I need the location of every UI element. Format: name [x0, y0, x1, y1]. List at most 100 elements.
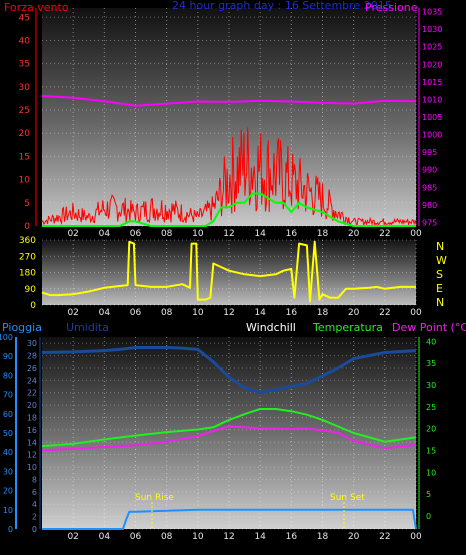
rain-tick-label: 10: [3, 506, 13, 515]
pressure-tick-label: 1020: [422, 60, 442, 69]
direction-tick-label: 90: [25, 285, 37, 295]
x-tick-label: 10: [192, 308, 204, 318]
axis-labels: 02 04 06 08 10 12 14 16 18 20 22 000510152025303540…: [0, 8, 442, 542]
direction-tick-label: 180: [19, 269, 36, 279]
humidity-tick-label: 4: [32, 500, 37, 509]
humidity-tick-label: 24: [27, 376, 37, 385]
humidity-tick-label: 0: [32, 525, 37, 534]
temperature-series: [41, 408, 417, 448]
dewpoint-axis-title: Dew Point (°C): [392, 321, 466, 334]
rain-tick-label: 20: [3, 487, 13, 496]
gust-series: [42, 192, 416, 227]
humidity-tick-label: 14: [27, 438, 37, 447]
rain-axis-title: Pioggia: [2, 321, 42, 334]
wind-axis-title: Forza vento: [4, 1, 69, 14]
compass-west: W: [436, 254, 447, 267]
windchill-legend: Windchill: [246, 321, 296, 334]
humidity-series: [41, 346, 417, 395]
x-tick-label: 04: [99, 532, 111, 542]
x-tick-label: 10: [192, 532, 204, 542]
x-tick-label: 00: [410, 308, 422, 318]
wind-tick-label: 20: [19, 129, 31, 139]
pressure-tick-label: 1015: [422, 78, 442, 87]
humidity-tick-label: 2: [32, 513, 37, 522]
direction-tick-label: 270: [19, 252, 36, 262]
x-tick-label: 06: [130, 532, 142, 542]
rain-tick-label: 70: [3, 391, 13, 400]
rain-tick-label: 90: [3, 352, 13, 361]
x-tick-label: 20: [348, 532, 360, 542]
x-tick-label: 18: [317, 229, 329, 239]
chart-title: 24 hour graph day : 16 Settembre 2015: [172, 0, 392, 12]
humidity-tick-label: 26: [27, 364, 37, 373]
x-tick-label: 06: [130, 229, 142, 239]
x-tick-label: 12: [223, 229, 234, 239]
x-tick-label: 02: [67, 308, 78, 318]
humidity-tick-label: 18: [27, 414, 37, 423]
x-tick-label: 18: [317, 532, 329, 542]
temperature-legend: Temperatura: [312, 321, 383, 334]
pressure-tick-label: 1010: [422, 95, 442, 104]
compass-east: E: [436, 282, 443, 295]
pressure-tick-label: 1005: [422, 113, 442, 122]
x-tick-label: 08: [161, 229, 173, 239]
humidity-tick-label: 30: [27, 339, 37, 348]
x-tick-label: 00: [410, 229, 422, 239]
x-tick-label: 14: [254, 532, 266, 542]
temperature-tick-label: 30: [426, 381, 436, 390]
pressure-tick-label: 985: [422, 183, 437, 192]
compass-north-top: N: [436, 240, 444, 253]
x-tick-label: 14: [254, 229, 266, 239]
wind-tick-label: 40: [19, 36, 31, 46]
wind-tick-label: 0: [24, 222, 30, 232]
rain-tick-label: 100: [0, 333, 13, 342]
humidity-tick-label: 20: [27, 401, 37, 410]
temperature-tick-label: 40: [426, 337, 436, 346]
wind-tick-label: 30: [19, 83, 31, 93]
wind-direction-series: [41, 240, 416, 303]
rain-tick-label: 30: [3, 467, 13, 476]
rain-tick-label: 50: [3, 429, 13, 438]
x-tick-label: 16: [286, 532, 298, 542]
x-tick-label: 22: [379, 532, 390, 542]
direction-tick-label: 360: [19, 236, 36, 246]
pressure-tick-label: 975: [422, 218, 437, 227]
sunrise-label: Sun Rise: [135, 493, 174, 503]
rain-tick-label: 60: [3, 410, 13, 419]
x-tick-label: 22: [379, 229, 390, 239]
x-tick-label: 08: [161, 532, 173, 542]
x-tick-label: 00: [410, 532, 422, 542]
humidity-tick-label: 16: [27, 426, 37, 435]
pressure-series: [41, 94, 417, 107]
x-tick-label: 16: [286, 229, 298, 239]
x-tick-label: 20: [348, 229, 360, 239]
x-tick-label: 22: [379, 308, 390, 318]
temperature-tick-label: 10: [426, 468, 436, 477]
wind-tick-label: 10: [19, 176, 31, 186]
pressure-tick-label: 1025: [422, 43, 442, 52]
rain-tick-label: 80: [3, 371, 13, 380]
series-layer: [41, 94, 417, 530]
humidity-tick-label: 28: [27, 352, 37, 361]
wind-speed-series: [41, 127, 417, 227]
temperature-tick-label: 15: [426, 446, 436, 455]
humidity-tick-label: 22: [27, 389, 37, 398]
humidity-tick-label: 12: [27, 451, 37, 460]
compass-north-bottom: N: [436, 296, 444, 309]
temperature-tick-label: 35: [426, 359, 436, 368]
humidity-tick-label: 8: [32, 475, 37, 484]
pressure-tick-label: 1035: [422, 8, 442, 17]
pressure-axis-title: Pressione: [365, 1, 418, 14]
x-tick-label: 04: [99, 229, 111, 239]
x-tick-label: 02: [67, 229, 78, 239]
x-tick-label: 14: [254, 308, 266, 318]
pressure-tick-label: 995: [422, 148, 437, 157]
x-tick-label: 10: [192, 229, 204, 239]
pressure-tick-label: 990: [422, 166, 437, 175]
rain-tick-label: 40: [3, 448, 13, 457]
temperature-tick-label: 20: [426, 425, 436, 434]
rain-series: [42, 508, 417, 530]
x-tick-label: 04: [99, 308, 111, 318]
pressure-tick-label: 1030: [422, 25, 442, 34]
